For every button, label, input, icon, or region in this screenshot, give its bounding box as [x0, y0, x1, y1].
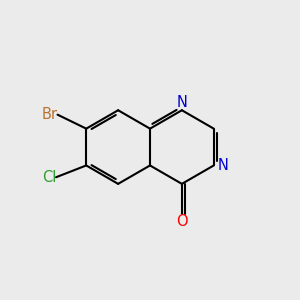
Text: O: O [176, 214, 188, 229]
Text: N: N [176, 95, 187, 110]
Text: N: N [217, 158, 228, 173]
Text: Br: Br [41, 107, 58, 122]
Text: Cl: Cl [42, 170, 56, 185]
